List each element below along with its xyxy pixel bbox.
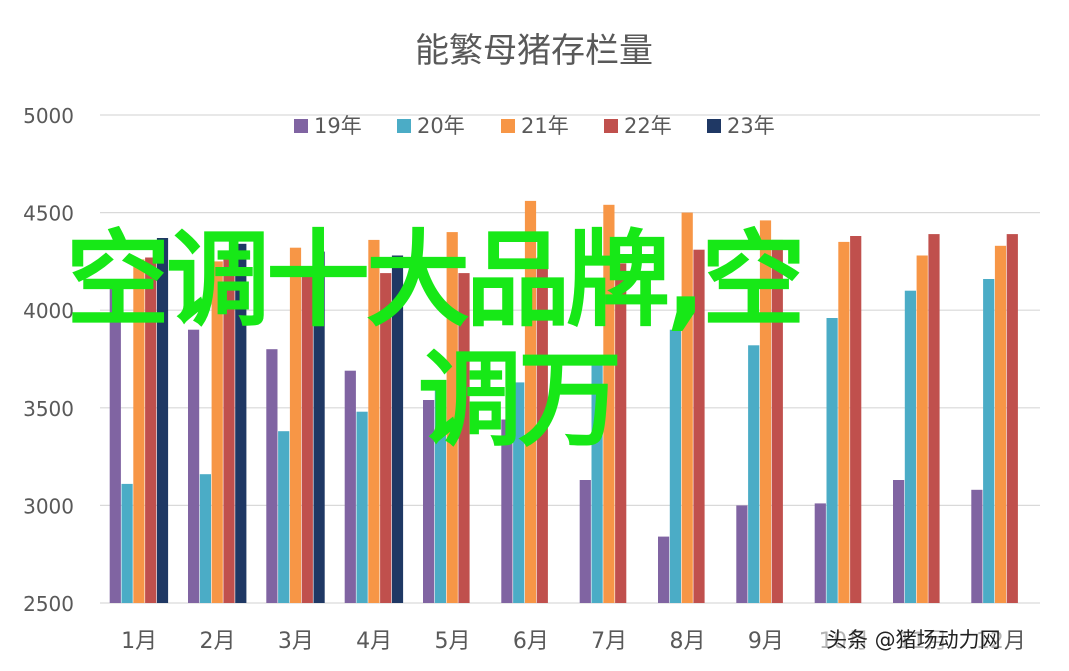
legend-label: 22年: [624, 114, 672, 138]
bar: [211, 261, 223, 603]
bar: [423, 400, 435, 603]
bar: [591, 355, 603, 603]
bar: [994, 245, 1007, 604]
watermark: 头条 @猪场动力网: [822, 624, 1005, 654]
bar: [266, 349, 278, 603]
legend-swatch: [604, 119, 618, 133]
legend-swatch: [501, 119, 515, 133]
x-tick-label: 5月: [435, 629, 471, 654]
bar: [850, 236, 862, 603]
bar: [669, 329, 681, 603]
bar: [615, 263, 627, 603]
bar: [693, 249, 705, 603]
legend-swatch: [294, 119, 308, 133]
y-tick-label: 5000: [23, 104, 74, 128]
overlay-headline-line2: 调万: [418, 339, 622, 461]
x-tick-label: 7月: [591, 629, 627, 654]
x-tick-label: 2月: [200, 629, 236, 654]
y-tick-label: 4000: [23, 299, 74, 323]
bar: [1006, 234, 1018, 603]
bar: [536, 257, 548, 603]
bar: [736, 505, 748, 603]
bar: [681, 212, 693, 603]
gridlines: [100, 114, 1040, 604]
legend-swatch: [707, 119, 721, 133]
bar: [133, 259, 145, 603]
bar: [278, 431, 290, 603]
chart-title: 能繁母猪存栏量: [415, 31, 653, 71]
bar: [121, 483, 133, 603]
x-tick-label: 8月: [670, 629, 706, 654]
bar: [893, 480, 905, 603]
bar: [434, 384, 446, 603]
bar: [501, 419, 513, 603]
bar: [771, 239, 783, 603]
overlay-headline-line1: 空调十大品牌,空: [66, 219, 806, 341]
legend-label: 20年: [417, 114, 465, 138]
bar: [524, 200, 537, 603]
bar: [983, 279, 995, 603]
y-tick-label: 3000: [23, 494, 74, 518]
bar: [458, 273, 470, 603]
bar: [658, 536, 670, 603]
y-axis-ticks: 2500 3000 3500 4000 4500 5000: [23, 104, 74, 616]
x-tick-label: 6月: [513, 629, 549, 654]
legend-label: 19年: [314, 114, 362, 138]
bar: [368, 239, 380, 603]
bar: [145, 257, 157, 603]
bar: [579, 480, 591, 603]
bar: [513, 382, 525, 603]
bar: [156, 238, 169, 603]
bar: [188, 329, 200, 603]
bar: [109, 288, 121, 603]
bar: [235, 243, 247, 604]
bar: [199, 474, 211, 603]
x-tick-label: 1月: [121, 629, 157, 654]
bar: [814, 503, 826, 603]
bar: [916, 255, 928, 603]
bar: [446, 232, 458, 603]
x-tick-label: 9月: [748, 629, 784, 654]
bar: [313, 251, 325, 603]
bar: [904, 290, 916, 603]
legend: 19年 20年 21年 22年 23年: [294, 114, 775, 138]
y-tick-label: 4500: [23, 202, 74, 226]
bar: [223, 251, 235, 603]
x-tick-label: 3月: [278, 629, 314, 654]
bar: [356, 411, 368, 603]
legend-label: 23年: [727, 114, 775, 138]
x-tick-label: 4月: [356, 629, 392, 654]
bar: [301, 275, 313, 603]
bar: [603, 204, 615, 604]
legend-label: 21年: [521, 114, 569, 138]
y-tick-label: 2500: [23, 592, 74, 616]
bar: [971, 489, 983, 603]
bar: [928, 234, 940, 603]
bar: [748, 345, 760, 603]
bar: [380, 273, 392, 603]
bar: [838, 241, 850, 603]
bar: [759, 220, 772, 603]
bar: [289, 247, 302, 603]
legend-swatch: [397, 119, 411, 133]
bar: [344, 370, 356, 603]
y-tick-label: 3500: [23, 397, 74, 421]
bar: [826, 318, 838, 603]
bar: [391, 255, 404, 603]
bars: [109, 200, 1018, 604]
